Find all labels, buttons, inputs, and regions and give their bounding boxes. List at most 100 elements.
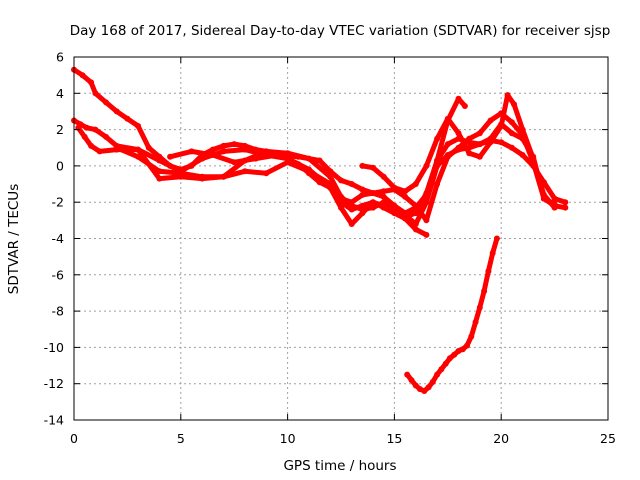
data-point [88,79,95,86]
data-point [359,191,366,198]
data-series [71,66,569,394]
y-tick-label: 4 [56,86,64,101]
y-tick-label: 6 [56,50,64,65]
data-point [466,150,473,157]
data-point [412,181,419,187]
data-point [348,206,355,213]
data-point [485,268,492,275]
data-point [327,168,334,175]
data-point [455,95,462,102]
data-point [444,153,451,160]
series-arc-f [359,92,558,211]
data-point [476,141,483,148]
y-tick-label: 0 [56,158,64,173]
data-point [209,146,216,153]
data-point [444,141,451,148]
series-line [71,118,429,238]
y-tick-label: -4 [52,231,65,246]
data-point [423,231,430,238]
data-point [370,164,376,171]
x-tick-label: 20 [493,431,509,446]
data-point [519,126,526,133]
data-point [306,168,312,175]
data-point [241,146,248,153]
data-point [498,123,505,129]
data-point [241,168,248,175]
data-point [380,173,387,180]
y-tick-label: -6 [52,267,65,282]
data-point [423,162,430,169]
data-point [156,168,163,175]
data-point [489,250,496,256]
data-point [423,217,430,224]
data-point [408,377,415,384]
data-point [231,141,238,148]
data-point [380,202,387,209]
data-point [402,188,409,195]
data-point [444,115,451,122]
data-point [359,186,366,193]
data-point [421,388,428,394]
data-point [113,144,120,151]
data-point [438,366,445,373]
data-point [103,133,109,140]
data-point [412,221,419,227]
data-point [88,142,95,149]
y-tick-label: -2 [52,195,64,210]
x-tick-label: 15 [386,431,402,446]
data-point [540,191,547,198]
data-point [135,146,142,153]
data-point [370,204,376,211]
series-line [404,236,500,394]
data-point [220,173,227,180]
data-point [519,152,526,158]
data-point [459,346,466,353]
data-point [145,144,152,151]
data-point [504,92,511,99]
x-tick-label: 10 [280,431,296,446]
data-point [404,371,411,378]
data-point [81,133,88,140]
data-point [220,148,227,155]
data-point [263,148,270,155]
data-point [429,378,436,385]
data-point [562,204,569,211]
data-point [370,190,376,197]
series-arc-g [404,235,500,394]
data-point [199,155,206,162]
y-tick-label: -14 [44,413,64,428]
data-point [472,319,479,325]
y-tick-label: -12 [44,376,64,391]
data-point [434,181,441,187]
x-tick-label: 0 [70,431,78,446]
data-point [113,108,120,115]
y-tick-label: -10 [44,340,64,355]
data-point [391,206,398,213]
data-point [455,144,462,151]
data-point [338,177,344,184]
data-point [370,199,376,206]
data-point [92,126,99,133]
data-point [466,135,473,142]
data-point [511,101,517,108]
grid-lines [74,57,608,420]
data-point [402,193,409,200]
data-point [425,384,432,391]
data-point [493,235,500,242]
data-point [423,199,430,206]
data-point [562,199,569,206]
data-point [455,130,462,137]
data-point [231,159,238,166]
x-axis-title: GPS time / hours [283,458,396,474]
data-point [96,148,103,155]
data-point [451,351,458,358]
data-point [79,72,86,79]
data-point [391,184,398,191]
x-tick-label: 25 [600,431,616,446]
data-point [177,170,184,177]
y-tick-label: -8 [52,304,65,319]
data-point [348,221,355,227]
data-point [498,139,505,146]
data-point [252,155,259,162]
